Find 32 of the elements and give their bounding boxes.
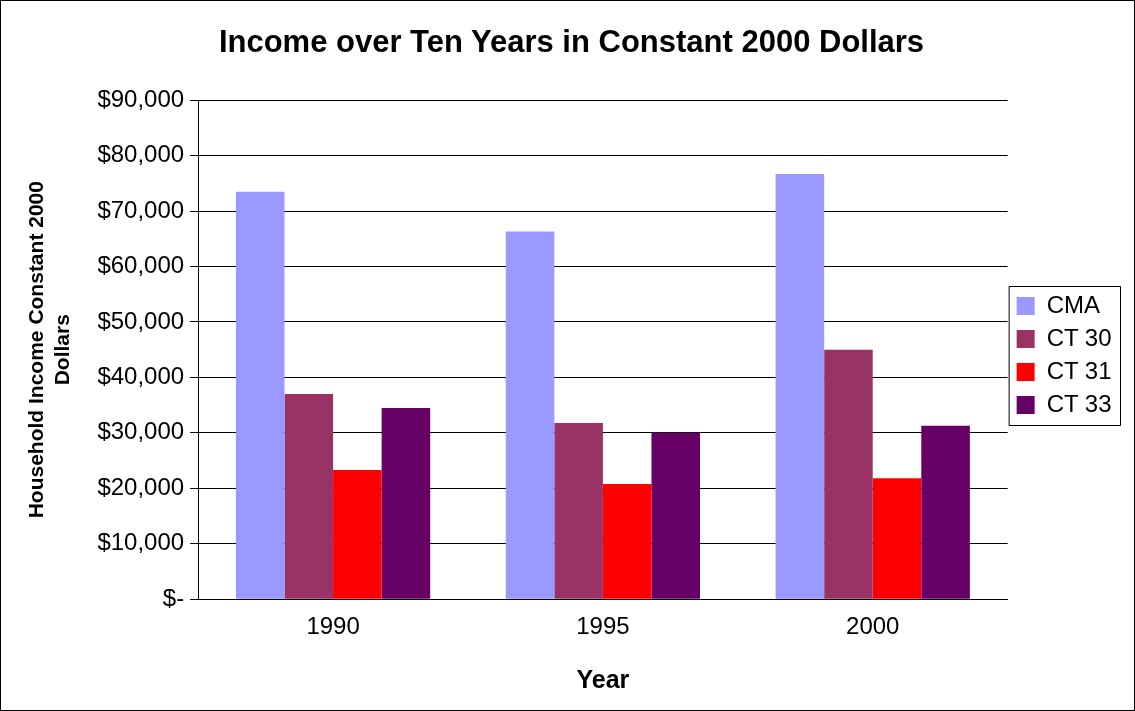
bar — [775, 173, 825, 599]
y-tick-label: $30,000 — [97, 417, 185, 445]
y-tick-label: $50,000 — [97, 306, 185, 334]
bar — [381, 407, 431, 599]
y-tick-label: $90,000 — [97, 84, 185, 112]
legend-label: CMA — [1046, 290, 1100, 318]
bar — [921, 425, 970, 599]
bar — [602, 483, 652, 599]
y-tick-label: $- — [162, 583, 185, 611]
bar — [284, 394, 334, 599]
y-tick-label: $60,000 — [97, 251, 185, 279]
x-tick-label: 1995 — [576, 612, 630, 640]
bar — [554, 422, 603, 599]
y-tick-label: $70,000 — [97, 195, 185, 223]
y-tick-label: $10,000 — [97, 528, 185, 556]
y-tick-label: $20,000 — [97, 472, 185, 500]
legend-label: CT 30 — [1046, 323, 1112, 351]
bar — [235, 191, 285, 599]
x-axis-title: Year — [576, 664, 630, 693]
x-tick-label: 1990 — [306, 612, 360, 640]
y-tick-label: $40,000 — [97, 362, 185, 390]
bar — [333, 470, 382, 599]
x-tick-label: 2000 — [846, 612, 900, 640]
y-tick-label: $80,000 — [97, 140, 185, 168]
bar — [872, 478, 922, 599]
legend-label: CT 33 — [1046, 389, 1112, 417]
legend-label: CT 31 — [1046, 356, 1112, 384]
bar — [824, 349, 873, 599]
y-axis-title: Household Income Constant 2000 Dollars — [24, 181, 73, 519]
bar — [505, 231, 555, 599]
chart-title: Income over Ten Years in Constant 2000 Dollars — [218, 24, 925, 60]
bar — [651, 432, 701, 599]
